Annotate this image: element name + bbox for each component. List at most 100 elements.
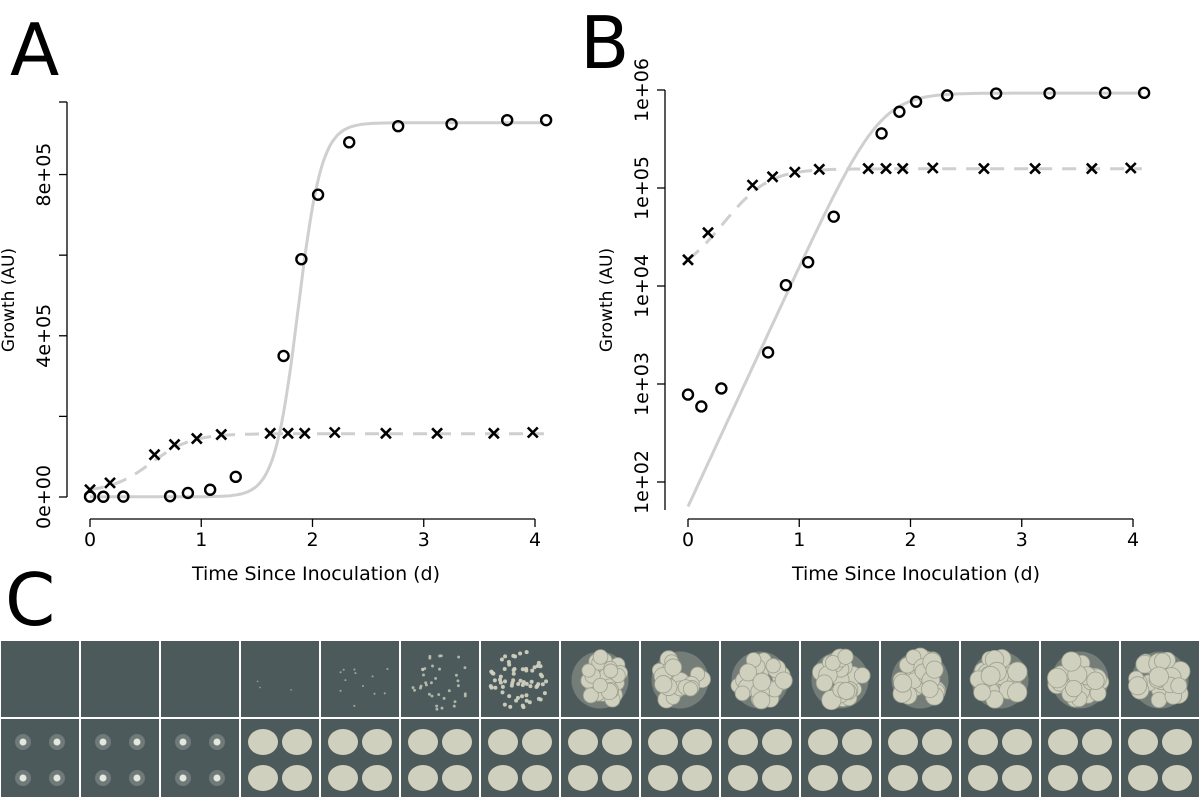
colony-dot-large (362, 729, 392, 755)
colony-dot-large (682, 729, 712, 755)
data-point-circle (500, 113, 514, 127)
colony-blob (734, 685, 751, 702)
data-point-cross (880, 162, 892, 175)
micro-colony (521, 680, 526, 685)
micro-colony (454, 673, 458, 677)
colony-dot-large (1128, 765, 1158, 791)
colony-dot-large (522, 765, 552, 791)
photo-cell-top (81, 641, 159, 717)
colony-blob (853, 667, 871, 684)
data-point-circle (941, 89, 954, 102)
micro-colony (463, 666, 467, 670)
colony-dot-large (728, 729, 758, 755)
colony-blob (739, 663, 758, 682)
colony-blob (1150, 691, 1168, 709)
photo-cell-top (1, 641, 79, 717)
y-axis-title: Growth (AU) (597, 248, 617, 352)
colony-blob (920, 680, 939, 698)
colony-dot-large (362, 765, 392, 791)
colony-dot-large (888, 765, 918, 791)
colony-dot-large (1128, 729, 1158, 755)
axes: 0e+00 4e+05 8e+05 0 1 2 3 4 (33, 101, 541, 551)
micro-colony (530, 668, 535, 673)
micro-colony (361, 684, 365, 688)
data-points (681, 86, 1151, 413)
data-point-cross (1085, 162, 1098, 175)
colony-blob (752, 691, 771, 710)
colony-dot-large (1002, 765, 1032, 791)
colony-dot-large (648, 729, 678, 755)
data-point-circle (445, 117, 458, 131)
micro-colony (536, 660, 541, 665)
colony-dot-large (488, 729, 518, 755)
panel-letter-a: A (10, 8, 59, 92)
colony-dot-large (808, 765, 838, 791)
fit-curve-circles (686, 91, 1142, 508)
micro-colony (452, 704, 456, 708)
y-tick-label: 1e+04 (631, 254, 653, 318)
colony-blob (1061, 651, 1082, 672)
fit-curves (686, 91, 1142, 508)
data-point-circle (681, 388, 695, 401)
micro-colony (353, 668, 356, 671)
colony-dot-small (99, 738, 107, 746)
colony-dot-large (328, 729, 358, 755)
micro-colony (290, 688, 292, 691)
micro-colony (342, 668, 345, 671)
x-tick-label: 2 (306, 529, 318, 551)
data-point-circle (715, 382, 728, 395)
data-point-circle (801, 255, 815, 269)
panel-letter-c: C (5, 558, 55, 642)
colony-dot-large (1162, 765, 1192, 791)
y-tick-label: 1e+05 (631, 156, 653, 220)
colony-dot-large (1048, 729, 1078, 755)
x-axis-title: Time Since Inoculation (d) (791, 563, 1040, 585)
x-axis-title: Time Since Inoculation (d) (191, 563, 440, 585)
data-point-cross (788, 166, 801, 179)
data-point-cross (215, 428, 228, 441)
micro-colony (429, 681, 433, 685)
y-tick-label: 1e+06 (631, 58, 653, 122)
micro-colony (524, 681, 529, 686)
photo-cell-top (161, 641, 239, 717)
micro-colony (524, 666, 529, 671)
colony-dot-small (53, 774, 61, 782)
micro-colony (431, 664, 434, 668)
x-tick-label: 0 (84, 529, 96, 551)
data-point-cross (282, 427, 294, 440)
micro-colony (538, 697, 543, 702)
colony-dot-large (762, 765, 792, 791)
colony-blob (980, 665, 1001, 686)
data-point-cross (702, 226, 714, 239)
data-point-cross (862, 162, 875, 175)
micro-colony (427, 692, 431, 696)
data-point-circle (761, 346, 775, 359)
y-tick-label: 1e+03 (631, 352, 653, 416)
micro-colony (500, 690, 505, 695)
micro-colony (442, 696, 446, 700)
micro-colony (413, 688, 416, 692)
fit-curve-crosses (89, 432, 544, 491)
y-tick-label: 4e+05 (33, 304, 55, 368)
colony-dot-large (488, 765, 518, 791)
colony-dot-large (442, 729, 472, 755)
micro-colony (544, 679, 549, 684)
micro-colony (512, 666, 517, 671)
micro-colony (498, 677, 503, 682)
micro-colony (518, 651, 523, 656)
colony-dot-large (968, 729, 998, 755)
micro-colony (536, 682, 541, 687)
colony-blob (1007, 661, 1028, 683)
data-point-cross (1124, 162, 1137, 174)
micro-colony (540, 682, 545, 687)
micro-colony (500, 684, 505, 689)
data-point-circle (875, 127, 888, 140)
x-tick-label: 2 (904, 529, 916, 551)
micro-colony (528, 684, 533, 689)
colony-blob (973, 683, 991, 702)
data-point-cross (896, 162, 909, 175)
colony-dot-small (179, 738, 187, 746)
y-axis-title: Growth (AU) (0, 248, 19, 352)
micro-colony (437, 693, 441, 696)
colony-blob (1086, 671, 1105, 690)
